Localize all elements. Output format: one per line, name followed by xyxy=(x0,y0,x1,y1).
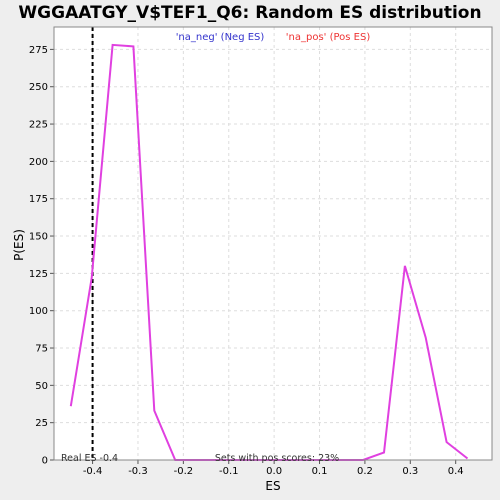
x-tick-label: -0.2 xyxy=(174,466,194,477)
y-tick-label: 175 xyxy=(29,194,48,205)
y-tick-label: 75 xyxy=(35,344,48,355)
x-tick-label: 0.3 xyxy=(402,466,418,477)
plot-area xyxy=(54,27,492,460)
x-tick-label: 0.4 xyxy=(448,466,464,477)
y-tick-label: 150 xyxy=(29,232,48,243)
y-tick-label: 100 xyxy=(29,306,48,317)
x-axis-label: ES xyxy=(265,479,280,493)
y-tick-label: 275 xyxy=(29,45,48,56)
y-tick-label: 25 xyxy=(35,418,48,429)
y-tick-label: 225 xyxy=(29,120,48,131)
x-tick-label: -0.1 xyxy=(219,466,239,477)
x-tick-label: 0.2 xyxy=(357,466,373,477)
y-tick-label: 125 xyxy=(29,269,48,280)
y-tick-label: 50 xyxy=(35,381,48,392)
y-tick-label: 250 xyxy=(29,82,48,93)
y-tick-label: 200 xyxy=(29,157,48,168)
legend-neg-es: 'na_neg' (Neg ES) xyxy=(176,32,265,43)
chart-title: WGGAATGY_V$TEF1_Q6: Random ES distributi… xyxy=(18,3,481,23)
y-axis-ticks: 0 25 50 75 100 125 150 175 200 225 250 275 xyxy=(29,45,54,467)
x-tick-label: -0.3 xyxy=(128,466,148,477)
legend-pos-es: 'na_pos' (Pos ES) xyxy=(286,32,371,43)
pos-scores-annotation: Sets with pos scores: 23% xyxy=(215,453,339,464)
x-tick-label: -0.4 xyxy=(83,466,103,477)
x-tick-label: 0.1 xyxy=(312,466,328,477)
y-tick-label: 0 xyxy=(42,456,48,467)
x-tick-label: 0.0 xyxy=(266,466,282,477)
plot-frame xyxy=(53,26,493,461)
real-es-annotation: Real ES -0.4 xyxy=(61,453,118,464)
y-axis-label: P(ES) xyxy=(12,229,26,261)
